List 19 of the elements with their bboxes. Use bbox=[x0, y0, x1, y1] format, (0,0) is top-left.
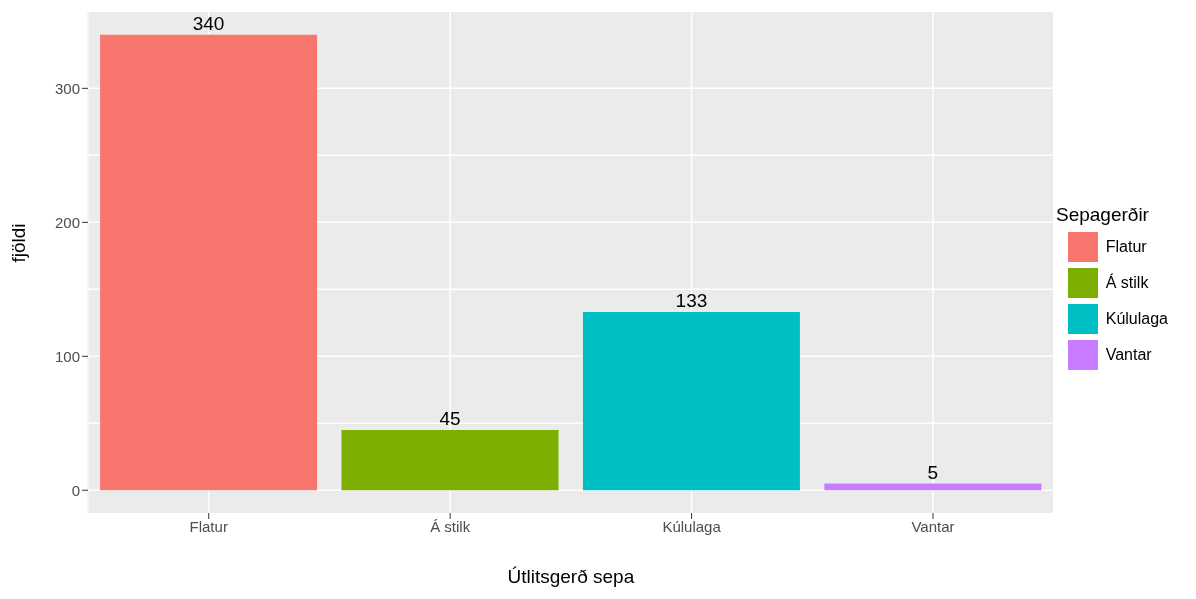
y-tick-label: 200 bbox=[54, 213, 80, 231]
legend-label: Á stilk bbox=[1105, 273, 1149, 291]
data-label: 45 bbox=[439, 407, 461, 429]
y-tick-label: 100 bbox=[54, 347, 80, 365]
legend-title: Sepagerðir bbox=[1056, 204, 1149, 226]
y-tick-label: 0 bbox=[71, 481, 80, 499]
data-label: 133 bbox=[675, 290, 708, 312]
data-label: 340 bbox=[192, 12, 225, 34]
legend-label: Vantar bbox=[1105, 345, 1152, 363]
x-tick-label: Vantar bbox=[911, 517, 955, 535]
legend-label: Kúlulaga bbox=[1105, 309, 1168, 327]
x-tick-label: Kúlulaga bbox=[662, 517, 722, 535]
y-axis-title: fjöldi bbox=[7, 223, 29, 263]
x-tick-label: Flatur bbox=[189, 517, 228, 535]
x-axis-title: Útlitsgerð sepa bbox=[507, 566, 635, 587]
y-tick-label: 300 bbox=[54, 79, 80, 97]
data-label: 5 bbox=[927, 461, 939, 483]
legend-label: Flatur bbox=[1105, 237, 1147, 255]
x-tick-label: Á stilk bbox=[430, 517, 471, 535]
